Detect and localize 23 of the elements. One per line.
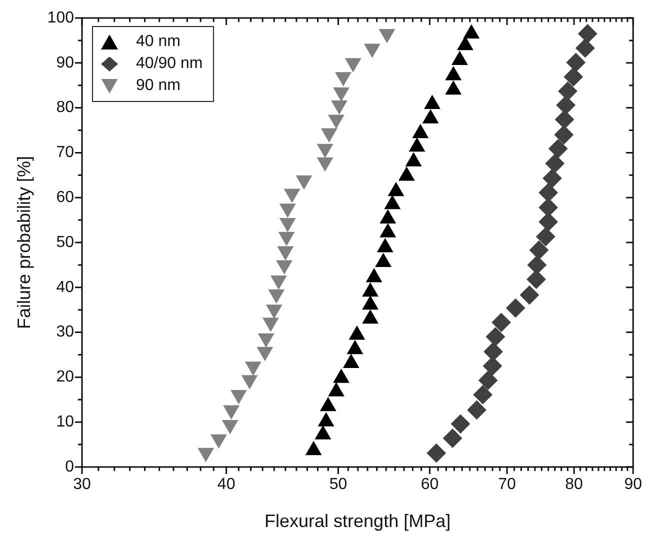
y-axis-title: Failure probability [%] [14, 156, 34, 330]
x-axis-title: Flexural strength [MPa] [264, 511, 451, 532]
y-tick-label: 90 [56, 54, 74, 72]
x-tick-label: 50 [329, 476, 348, 494]
x-tick-label: 70 [498, 476, 516, 494]
x-tick-label: 30 [73, 476, 91, 494]
y-tick-label: 40 [56, 278, 74, 296]
x-tick-label: 90 [624, 476, 642, 494]
x-tick-label: 80 [565, 476, 584, 494]
x-tick-label: 60 [420, 476, 439, 494]
y-tick-label: 10 [56, 414, 74, 431]
y-tick-label: 60 [56, 189, 74, 206]
y-tick-label: 0 [65, 458, 74, 476]
y-tick-label: 30 [56, 324, 74, 341]
y-tick-label: 70 [56, 144, 74, 162]
y-tick-label: 100 [47, 9, 74, 26]
legend-label: 40 nm [136, 33, 180, 51]
y-tick-label: 80 [56, 99, 74, 116]
x-tick-label: 40 [217, 476, 236, 494]
legend-label: 90 nm [136, 77, 180, 95]
y-tick-label: 50 [56, 234, 74, 251]
y-tick-label: 20 [56, 368, 74, 386]
legend-label: 40/90 nm [136, 55, 203, 73]
